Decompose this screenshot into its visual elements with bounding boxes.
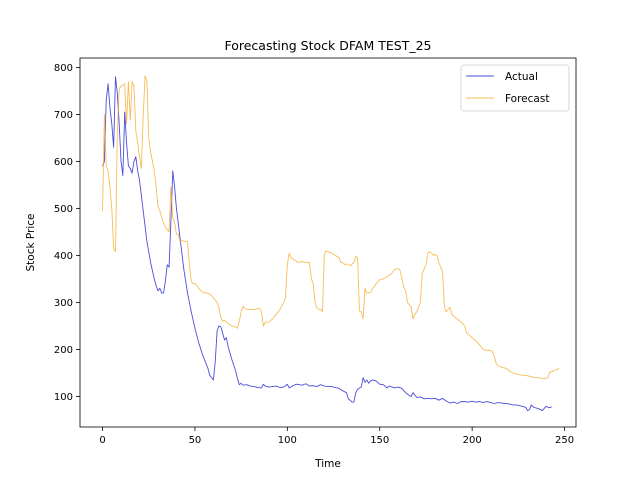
series-line-forecast bbox=[102, 75, 560, 380]
y-tick-label: 300 bbox=[54, 298, 73, 309]
x-tick-label: 150 bbox=[370, 435, 389, 446]
y-axis: 100 200 300 400 500 600 700 800 bbox=[54, 63, 80, 403]
series-layer bbox=[102, 75, 560, 411]
legend-label-forecast: Forecast bbox=[505, 93, 549, 105]
y-tick-label: 500 bbox=[54, 204, 73, 215]
series-line-actual bbox=[102, 76, 552, 411]
legend: Actual Forecast bbox=[460, 64, 570, 112]
y-tick-label: 400 bbox=[54, 251, 73, 262]
legend-label-actual: Actual bbox=[505, 71, 538, 83]
chart-title: Forecasting Stock DFAM TEST_25 bbox=[224, 38, 431, 53]
y-tick-label: 200 bbox=[54, 345, 73, 356]
y-axis-label: Stock Price bbox=[25, 213, 37, 271]
y-tick-label: 100 bbox=[54, 392, 73, 403]
y-tick-label: 700 bbox=[54, 110, 73, 121]
x-tick-label: 200 bbox=[463, 435, 482, 446]
plot-frame bbox=[79, 57, 577, 428]
x-axis-label: Time bbox=[314, 458, 341, 470]
x-tick-label: 250 bbox=[555, 435, 574, 446]
x-tick-label: 50 bbox=[189, 435, 202, 446]
x-tick-label: 0 bbox=[99, 435, 105, 446]
y-tick-label: 800 bbox=[54, 63, 73, 74]
y-tick-label: 600 bbox=[54, 157, 73, 168]
x-axis: 0 50 100 150 200 250 bbox=[99, 427, 574, 446]
x-tick-label: 100 bbox=[278, 435, 297, 446]
